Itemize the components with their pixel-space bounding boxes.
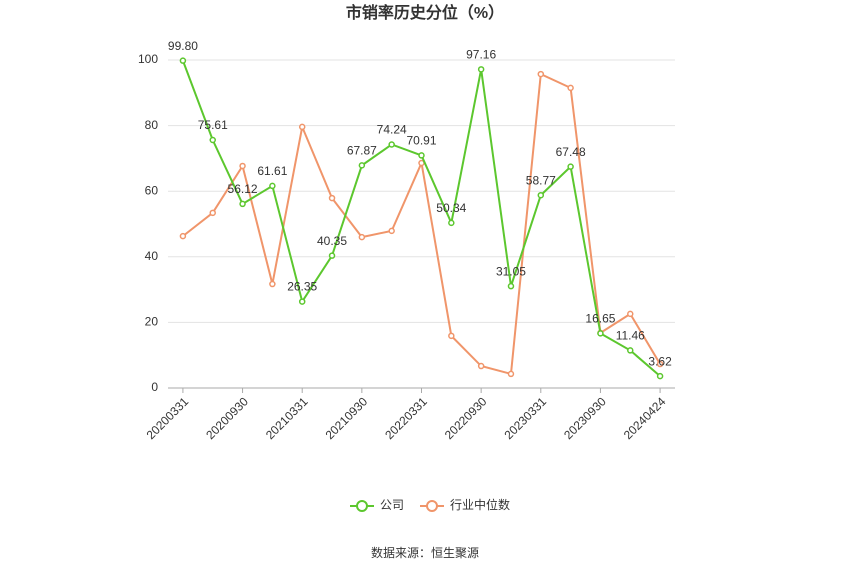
data-label: 26.35 xyxy=(287,280,317,294)
point xyxy=(507,282,515,290)
legend-label: 公司 xyxy=(380,498,404,512)
data-label: 3.62 xyxy=(648,354,672,368)
point xyxy=(209,136,216,144)
x-tick-label: 20220930 xyxy=(442,394,490,442)
point xyxy=(448,219,455,227)
source: 数据来源：恒生聚源 xyxy=(371,545,479,560)
data-label: 67.48 xyxy=(556,145,586,159)
point xyxy=(269,182,276,190)
y-tick-label: 80 xyxy=(145,118,159,132)
y-tick-label: 40 xyxy=(145,249,159,263)
point xyxy=(567,84,574,92)
point xyxy=(358,233,366,241)
x-tick-label: 20200331 xyxy=(144,394,192,442)
data-label: 56.12 xyxy=(228,182,258,196)
point xyxy=(477,362,485,370)
y-tick-label: 60 xyxy=(145,183,159,197)
point xyxy=(388,227,395,235)
data-label: 58.77 xyxy=(526,173,556,187)
data-label: 67.87 xyxy=(347,144,377,158)
point xyxy=(209,209,216,217)
point xyxy=(328,252,336,259)
point xyxy=(239,162,246,170)
data-label: 74.24 xyxy=(377,123,407,137)
point xyxy=(358,162,366,169)
point xyxy=(298,123,306,131)
x-tick-label: 20230930 xyxy=(561,394,609,442)
point xyxy=(656,372,664,380)
x-tick-label: 20240424 xyxy=(621,394,669,442)
data-label: 75.61 xyxy=(198,118,228,132)
y-tick-label: 20 xyxy=(145,315,159,329)
data-label: 61.61 xyxy=(257,164,287,178)
legend-marker xyxy=(356,500,368,512)
point xyxy=(627,347,634,354)
point xyxy=(179,232,187,240)
x-tick-label: 20210331 xyxy=(263,394,311,442)
x-tick-label: 20220331 xyxy=(382,394,430,442)
x-tick-label: 20200930 xyxy=(203,394,251,442)
series-line xyxy=(182,72,661,376)
point xyxy=(567,163,574,170)
point xyxy=(388,141,395,148)
point xyxy=(418,152,425,159)
point xyxy=(448,332,455,340)
point xyxy=(477,66,485,73)
data-label: 70.91 xyxy=(406,134,436,148)
point xyxy=(298,298,306,305)
data-label: 40.35 xyxy=(317,234,347,248)
point xyxy=(597,330,604,337)
x-tick-label: 20230331 xyxy=(502,394,550,442)
chart-title: 市销率历史分位（%） xyxy=(346,3,504,22)
data-label: 50.34 xyxy=(436,201,466,215)
point xyxy=(537,70,545,78)
y-tick-label: 100 xyxy=(138,52,158,66)
point xyxy=(656,360,664,368)
x-tick-label: 20210930 xyxy=(323,394,371,442)
data-label: 16.65 xyxy=(585,312,615,326)
point xyxy=(269,280,276,288)
data-label: 31.05 xyxy=(496,264,526,278)
series-line xyxy=(181,60,661,377)
legend-marker xyxy=(426,500,438,512)
point xyxy=(239,200,246,208)
y-tick-label: 0 xyxy=(151,380,158,394)
point xyxy=(627,310,634,318)
point xyxy=(537,191,545,199)
point xyxy=(507,370,515,378)
legend-label: 行业中位数 xyxy=(450,497,510,512)
point xyxy=(328,194,336,202)
data-label: 99.80 xyxy=(168,39,198,53)
data-label: 97.16 xyxy=(466,47,496,61)
data-label: 11.46 xyxy=(616,329,645,343)
point xyxy=(179,57,187,64)
